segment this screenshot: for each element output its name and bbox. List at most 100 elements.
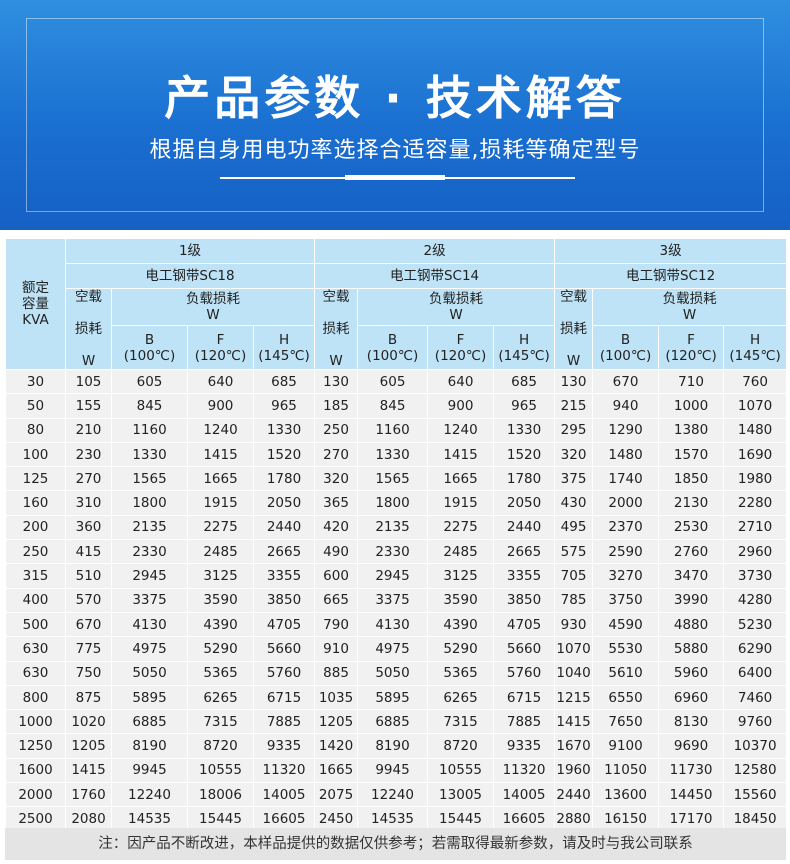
load-loss-header: 负载损耗 W xyxy=(592,287,788,327)
value-cell: 5895 xyxy=(111,684,188,711)
value-cell: 775 xyxy=(65,636,112,662)
value-cell: 14450 xyxy=(658,782,725,808)
capacity-cell: 1000 xyxy=(5,709,66,735)
value-cell: 640 xyxy=(427,368,495,395)
value-cell: 295 xyxy=(554,417,594,443)
capacity-cell: 250 xyxy=(5,539,66,565)
value-cell: 5230 xyxy=(723,611,788,638)
capacity-cell: 30 xyxy=(5,368,66,395)
header-text: W xyxy=(566,353,581,369)
header-text: 负载损耗 xyxy=(662,291,717,308)
banner-frame xyxy=(26,18,764,212)
value-cell: 3125 xyxy=(427,563,495,589)
table-row: 630 775 4975 5290 5660 910 4975 5290 5660 1070 553… xyxy=(5,636,788,662)
steel-header: 电工钢带SC18 xyxy=(64,263,316,289)
value-cell: 130 xyxy=(314,368,359,395)
value-cell: 2000 xyxy=(592,490,660,516)
value-cell: 250 xyxy=(314,417,359,443)
value-cell: 1240 xyxy=(427,417,495,443)
value-cell: 3375 xyxy=(111,587,188,613)
value-cell: 5290 xyxy=(187,636,254,662)
header-text: W xyxy=(206,307,220,324)
value-cell: 705 xyxy=(554,563,594,589)
value-cell: 5760 xyxy=(493,660,556,686)
value-cell: 7315 xyxy=(187,709,254,735)
value-cell: 1040 xyxy=(554,660,594,686)
header-text: 额定 xyxy=(22,280,49,296)
value-cell: 105 xyxy=(65,368,112,395)
value-cell: 230 xyxy=(65,441,112,468)
value-cell: 1380 xyxy=(658,417,725,443)
table-row: 250 415 2330 2485 2665 490 2330 2485 2665 575 2590… xyxy=(5,539,788,565)
temperature: (100℃) xyxy=(366,347,419,364)
capacity-cell: 200 xyxy=(5,514,66,541)
value-cell: 130 xyxy=(554,368,594,395)
value-cell: 845 xyxy=(357,393,429,419)
value-cell: 665 xyxy=(314,587,359,613)
value-cell: 4705 xyxy=(493,611,556,638)
page-title: 产品参数 · 技术解答 xyxy=(164,71,626,125)
value-cell: 1070 xyxy=(723,393,788,419)
value-cell: 2960 xyxy=(723,539,788,565)
value-cell: 16605 xyxy=(252,806,316,832)
value-cell: 1480 xyxy=(592,441,660,468)
value-cell: 685 xyxy=(252,368,316,395)
value-cell: 5050 xyxy=(111,660,188,686)
capacity-cell: 160 xyxy=(5,490,66,516)
header-text: 损耗 xyxy=(75,321,102,337)
value-cell: 8190 xyxy=(357,733,429,759)
value-cell: 760 xyxy=(723,368,788,395)
value-cell: 5610 xyxy=(592,660,660,686)
value-cell: 2080 xyxy=(65,806,112,832)
value-cell: 2760 xyxy=(658,539,725,565)
value-cell: 1850 xyxy=(658,466,725,492)
value-cell: 15445 xyxy=(187,806,254,832)
capacity-cell: 1600 xyxy=(5,757,66,784)
value-cell: 1915 xyxy=(187,490,254,516)
value-cell: 1415 xyxy=(187,441,254,468)
header-text: W xyxy=(81,353,96,369)
table-row: 2500 2080 14535 15445 16605 2450 14535 15445 166… xyxy=(5,806,788,832)
value-cell: 4590 xyxy=(592,611,660,638)
value-cell: 7460 xyxy=(723,684,788,711)
insulation-class: F xyxy=(216,331,225,348)
footnote: 注：因产品不断改进，本样品提供的数据仅供参考；若需取得最新参数，请及时与我公司联… xyxy=(5,828,786,860)
value-cell: 3850 xyxy=(493,587,556,613)
insulation-class: B xyxy=(387,331,398,348)
value-cell: 4130 xyxy=(111,611,188,638)
table-row: 125 270 1565 1665 1780 320 1565 1665 1780 375 1740… xyxy=(5,466,788,492)
value-cell: 11320 xyxy=(493,757,556,784)
value-cell: 6290 xyxy=(723,636,788,662)
value-cell: 430 xyxy=(554,490,594,516)
value-cell: 2590 xyxy=(592,539,660,565)
value-cell: 5365 xyxy=(187,660,254,686)
value-cell: 5880 xyxy=(658,636,725,662)
value-cell: 13005 xyxy=(427,782,495,808)
value-cell: 3990 xyxy=(658,587,725,613)
temp-class-header: B (100℃) xyxy=(592,325,660,370)
table-row: 2000 1760 12240 18006 14005 2075 12240 13005 140… xyxy=(5,782,788,808)
value-cell: 8720 xyxy=(427,733,495,759)
header-text: 空载 xyxy=(75,289,102,305)
value-cell: 6715 xyxy=(252,684,316,711)
temp-class-header: B (100℃) xyxy=(357,325,429,370)
value-cell: 2440 xyxy=(554,782,594,808)
value-cell: 570 xyxy=(65,587,112,613)
steel-header: 电工钢带SC14 xyxy=(314,263,556,289)
value-cell: 4975 xyxy=(357,636,429,662)
header-text: KVA xyxy=(22,312,49,328)
value-cell: 4390 xyxy=(187,611,254,638)
value-cell: 1205 xyxy=(314,709,359,735)
value-cell: 885 xyxy=(314,660,359,686)
value-cell: 16605 xyxy=(493,806,556,832)
value-cell: 420 xyxy=(314,514,359,541)
value-cell: 1020 xyxy=(65,709,112,735)
header-banner: 产品参数 · 技术解答 根据自身用电功率选择合适容量,损耗等确定型号 xyxy=(0,0,790,230)
value-cell: 965 xyxy=(493,393,556,419)
table-row: 1250 1205 8190 8720 9335 1420 8190 8720 9335 1670… xyxy=(5,733,788,759)
value-cell: 670 xyxy=(65,611,112,638)
value-cell: 2130 xyxy=(658,490,725,516)
value-cell: 9100 xyxy=(592,733,660,759)
value-cell: 1980 xyxy=(723,466,788,492)
header-text: 空载 xyxy=(560,289,588,305)
